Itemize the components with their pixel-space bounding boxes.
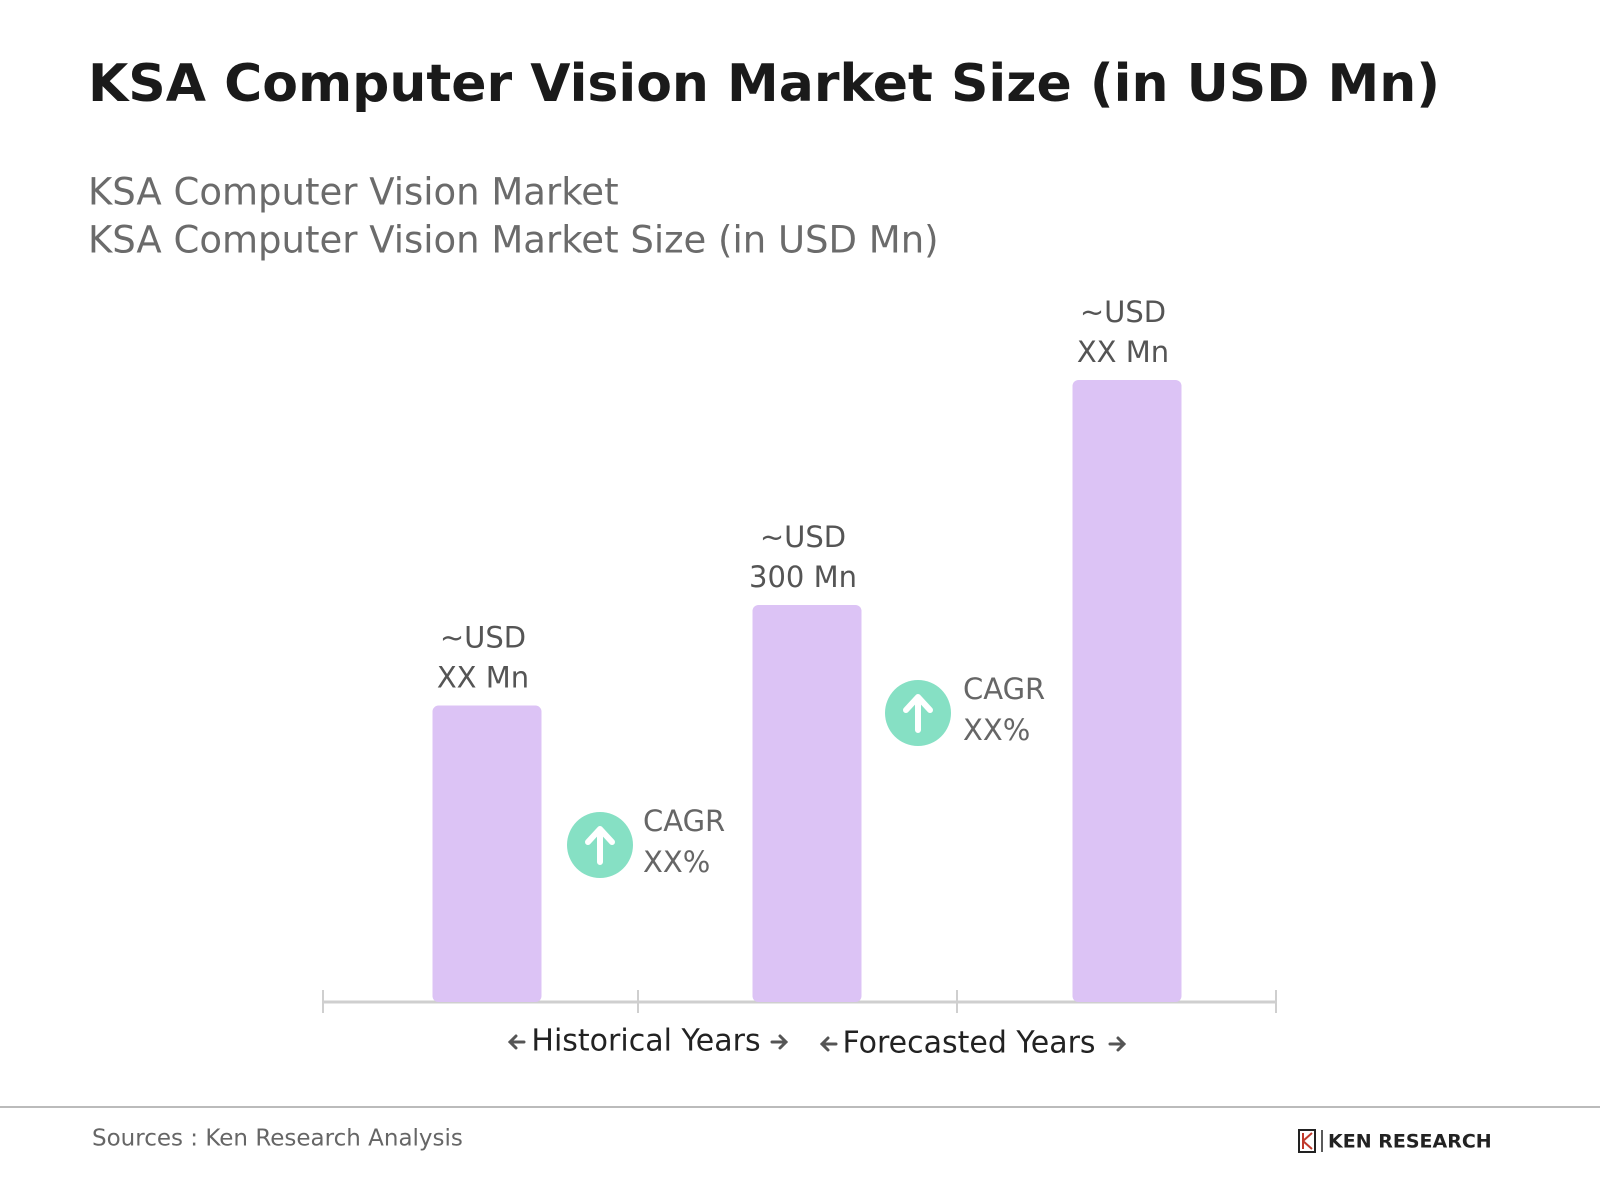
chart-subtitle: KSA Computer Vision Market Size (in USD … (88, 219, 939, 262)
value-label: ~USD (760, 520, 846, 554)
cagr-label: XX% (963, 713, 1030, 747)
cagr-label: CAGR (643, 804, 725, 838)
bar (1072, 380, 1182, 1002)
bar (752, 604, 862, 1002)
cagr-arrow (585, 826, 615, 865)
period-label: Historical Years (531, 1024, 760, 1059)
value-label: 300 Mn (749, 560, 857, 594)
period-arrows (507, 1034, 1127, 1052)
chart-title: KSA Computer Vision Market Size (in USD … (88, 54, 1440, 114)
value-label: XX Mn (1077, 335, 1169, 369)
axis-ticks (322, 990, 1277, 1013)
chart-subtitle: KSA Computer Vision Market (88, 171, 619, 214)
bar (432, 705, 542, 1002)
cagr-arrow (903, 694, 933, 733)
value-label: ~USD (1080, 295, 1166, 329)
period-label: Forecasted Years (842, 1026, 1095, 1061)
value-label: ~USD (440, 621, 526, 655)
logo-text: KEN RESEARCH (1328, 1131, 1492, 1153)
logo: KEN RESEARCH (1298, 1129, 1492, 1153)
cagr-label: CAGR (963, 672, 1045, 706)
cagr-label: XX% (643, 845, 710, 879)
source: Sources : Ken Research Analysis (92, 1126, 463, 1152)
value-label: XX Mn (437, 661, 529, 695)
